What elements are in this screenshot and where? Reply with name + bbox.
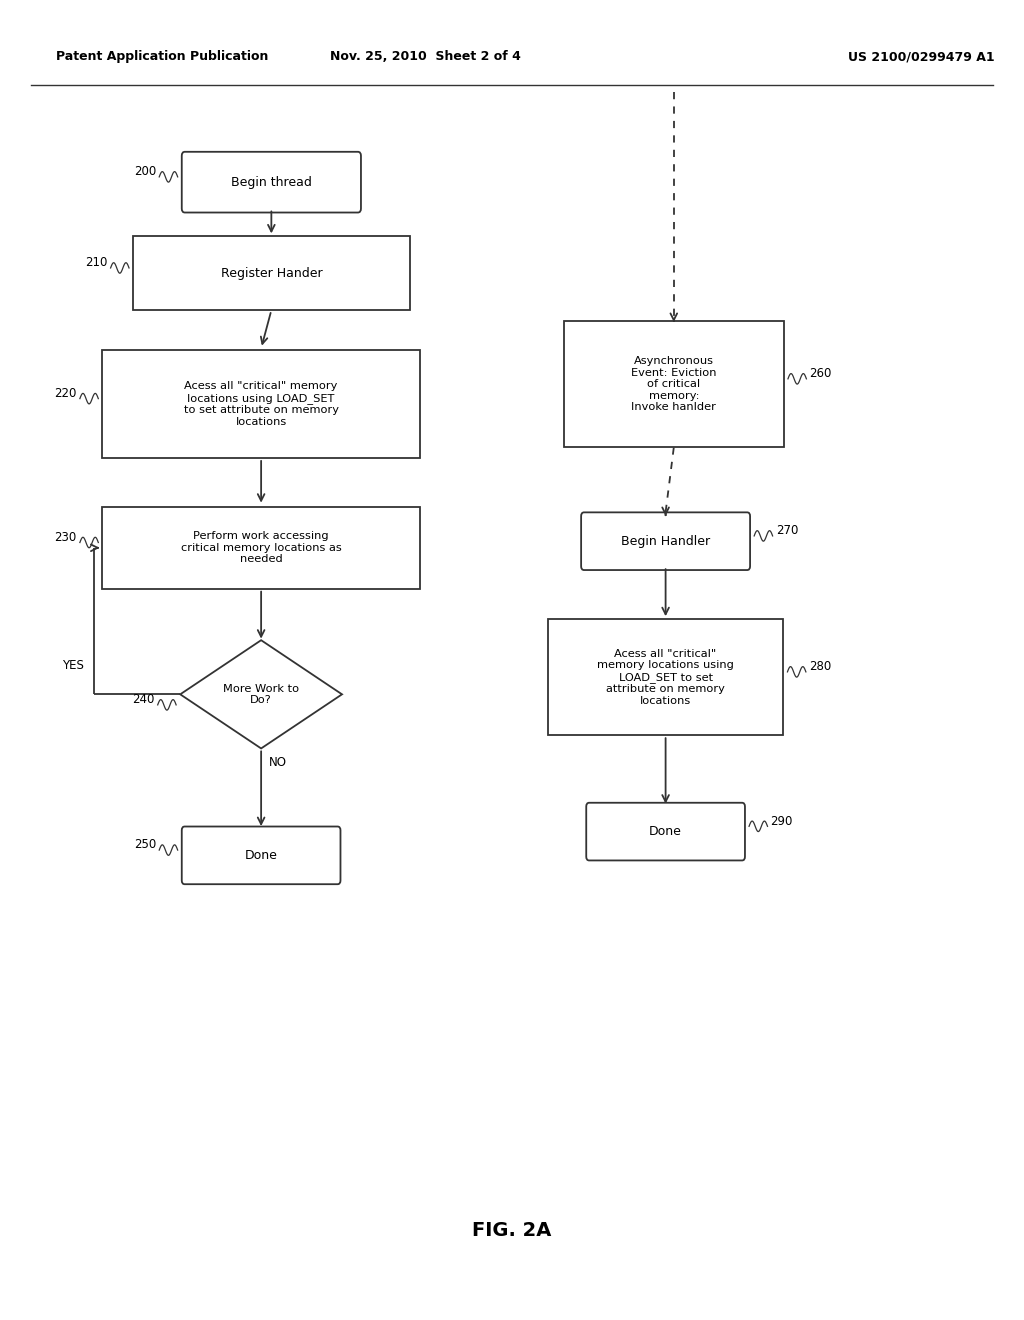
Text: US 2100/0299479 A1: US 2100/0299479 A1 [848, 50, 995, 63]
Bar [548, 619, 783, 735]
Text: 280: 280 [809, 660, 831, 673]
Text: FIG. 2A: FIG. 2A [472, 1221, 552, 1239]
Text: 200: 200 [134, 165, 157, 178]
Text: 260: 260 [810, 367, 831, 380]
Text: Acess all "critical"
memory locations using
LOAD_SET to set
attribute on memory
: Acess all "critical" memory locations us… [597, 648, 734, 706]
Text: 230: 230 [54, 531, 77, 544]
Polygon shape [180, 640, 342, 748]
Text: Done: Done [245, 849, 278, 862]
Text: Register Hander: Register Hander [220, 267, 323, 280]
Text: Nov. 25, 2010  Sheet 2 of 4: Nov. 25, 2010 Sheet 2 of 4 [330, 50, 520, 63]
Text: 290: 290 [771, 814, 793, 828]
Text: Asynchronous
Event: Eviction
of critical
memory:
Invoke hanlder: Asynchronous Event: Eviction of critical… [631, 356, 717, 412]
Text: 240: 240 [132, 693, 155, 706]
Text: Done: Done [649, 825, 682, 838]
Text: More Work to
Do?: More Work to Do? [223, 684, 299, 705]
Bar [102, 507, 420, 589]
Text: 270: 270 [776, 524, 798, 537]
Text: 250: 250 [134, 838, 156, 851]
Bar [133, 236, 410, 310]
Text: Patent Application Publication: Patent Application Publication [56, 50, 268, 63]
Text: 220: 220 [54, 387, 77, 400]
FancyBboxPatch shape [182, 826, 340, 884]
Text: NO: NO [269, 756, 288, 770]
Text: 210: 210 [85, 256, 108, 269]
Text: Begin Handler: Begin Handler [621, 535, 711, 548]
Text: Begin thread: Begin thread [231, 176, 311, 189]
Text: Perform work accessing
critical memory locations as
needed: Perform work accessing critical memory l… [181, 531, 341, 565]
FancyBboxPatch shape [582, 512, 750, 570]
Bar [102, 350, 420, 458]
Text: Acess all "critical" memory
locations using LOAD_SET
to set attribute on memory
: Acess all "critical" memory locations us… [183, 381, 339, 426]
Text: YES: YES [62, 659, 84, 672]
FancyBboxPatch shape [586, 803, 745, 861]
Bar [563, 322, 784, 446]
FancyBboxPatch shape [182, 152, 361, 213]
